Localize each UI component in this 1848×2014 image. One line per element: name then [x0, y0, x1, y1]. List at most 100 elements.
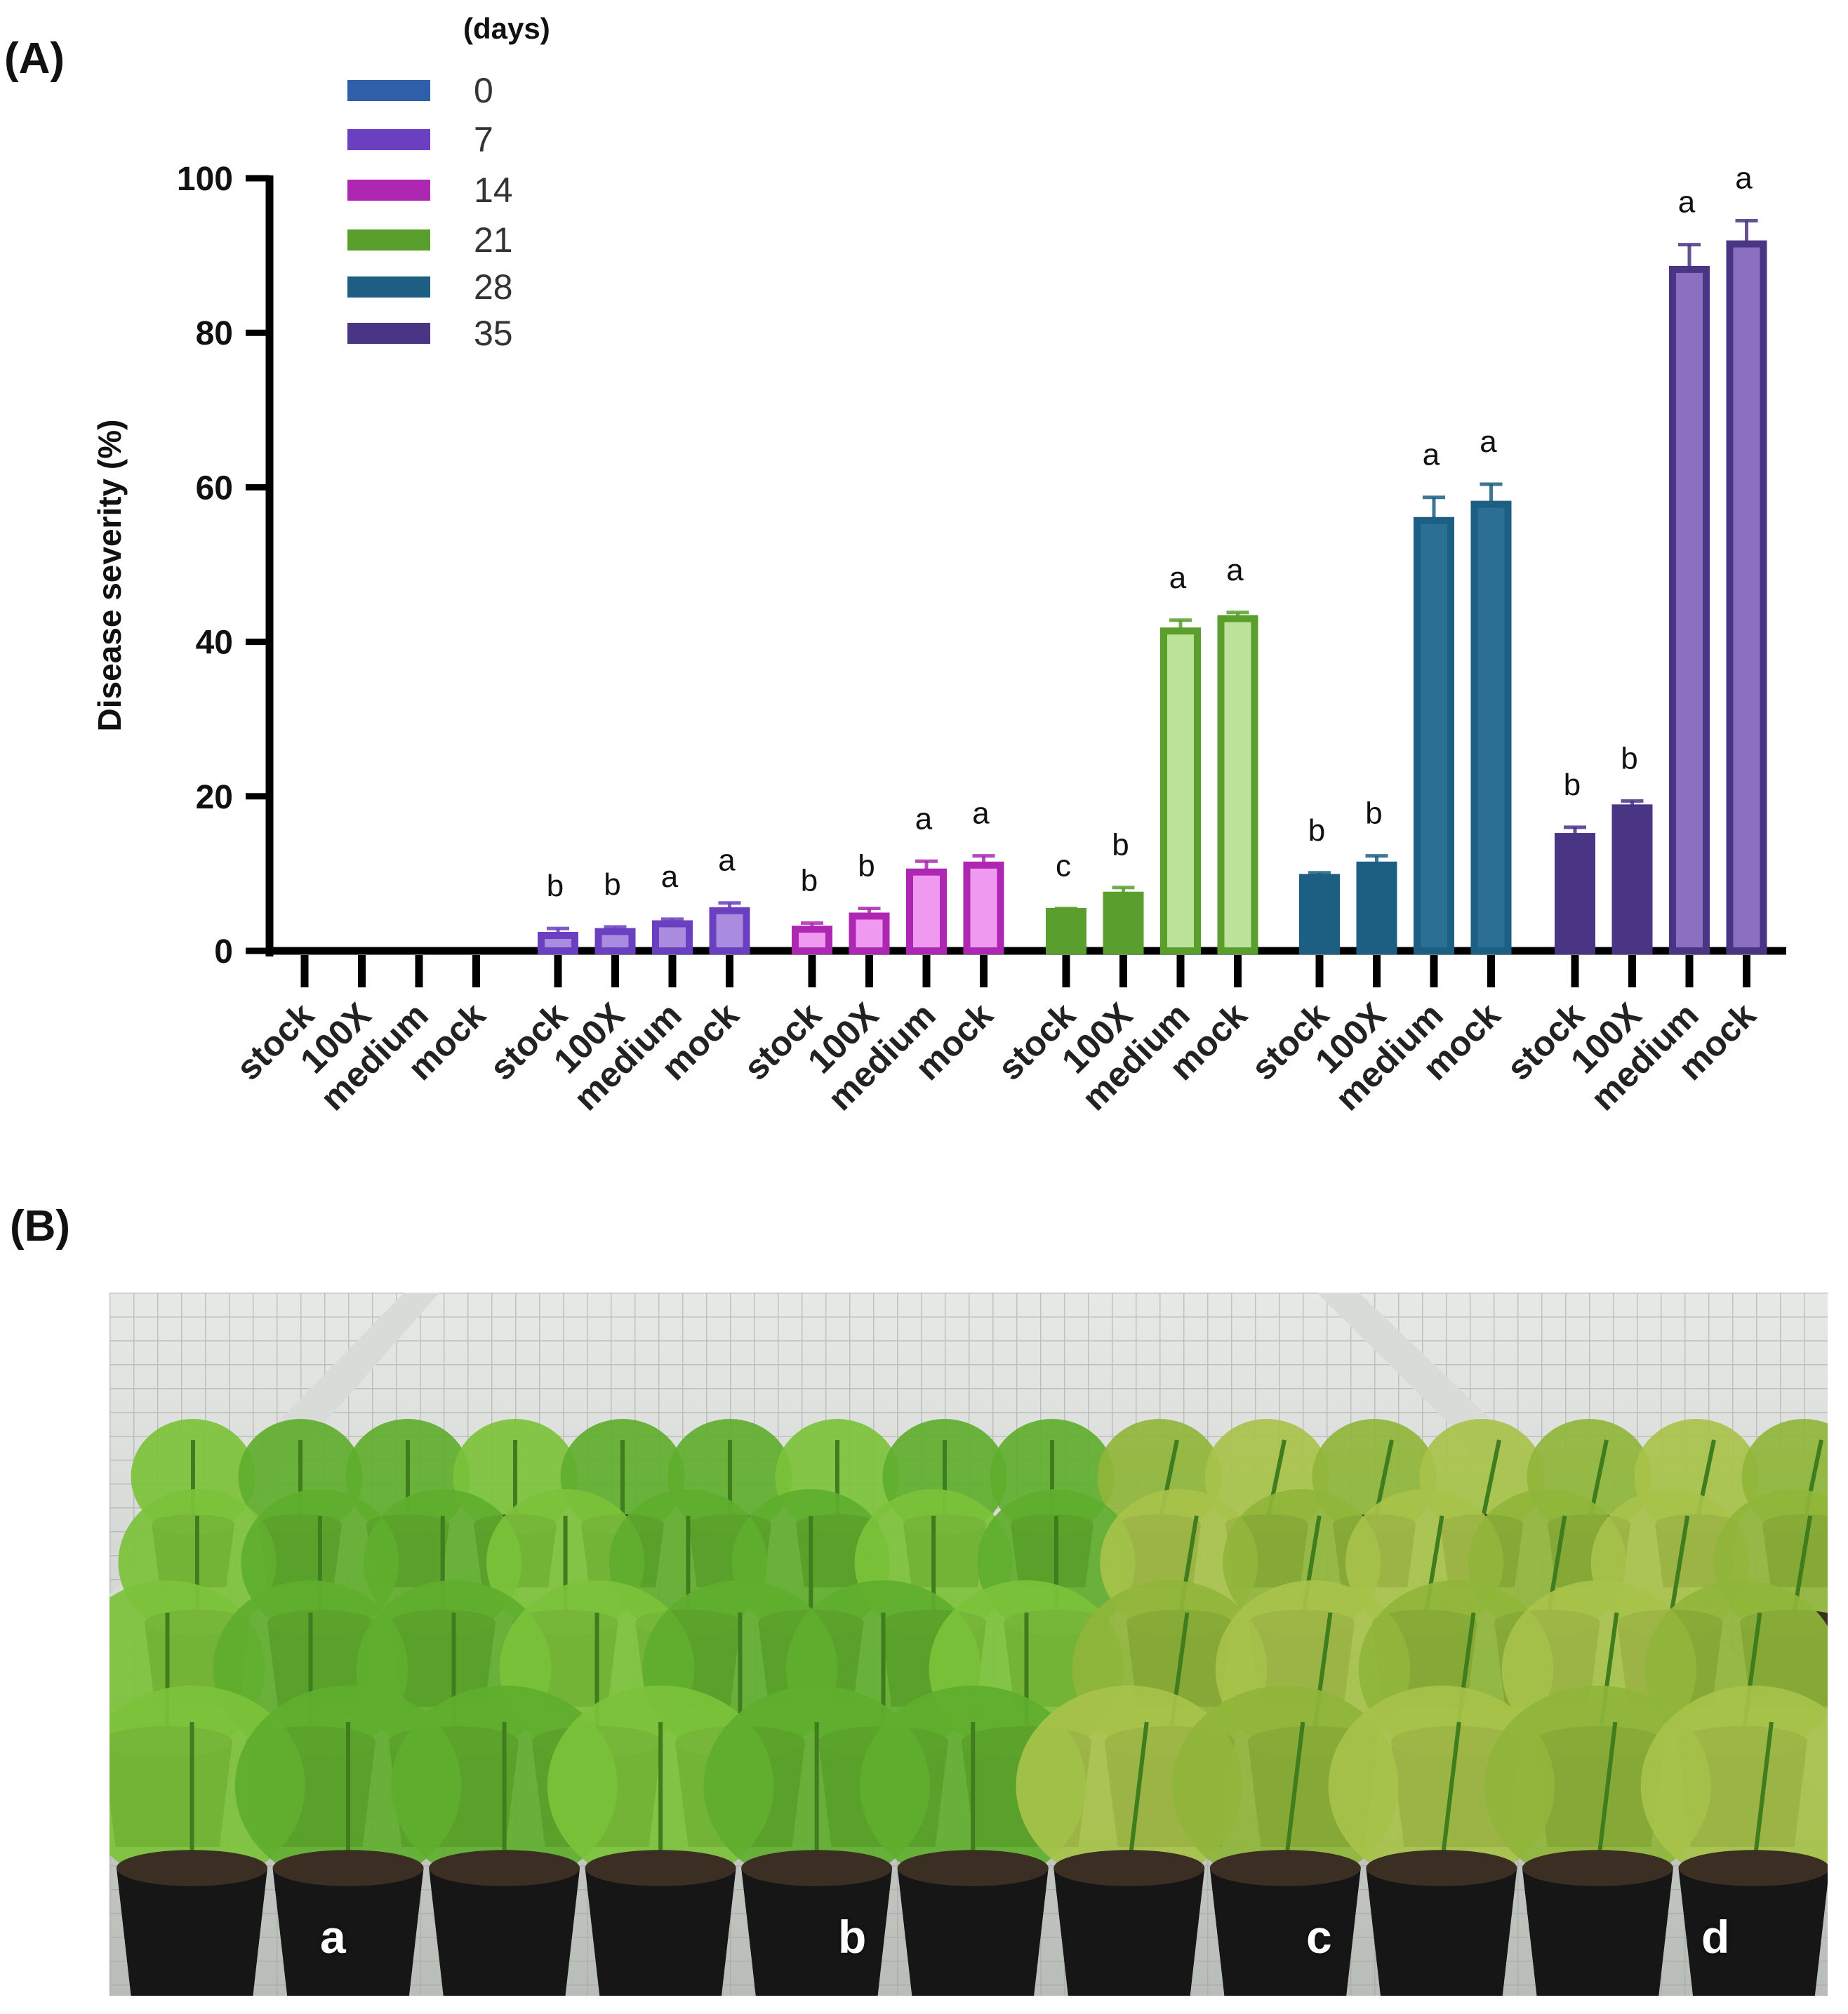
significance-letter-14-medium: a — [915, 801, 933, 836]
bar-28-mock — [1470, 500, 1512, 954]
legend-label-28: 28 — [474, 267, 513, 307]
bar-21-100X — [1103, 891, 1144, 955]
bar-28-stock — [1299, 874, 1340, 955]
y-tick-label-20: 20 — [196, 779, 233, 816]
y-tick-label-80: 80 — [196, 315, 233, 352]
pot-soil-49 — [1209, 1850, 1361, 1886]
significance-letter-28-medium: a — [1423, 438, 1440, 472]
legend-swatch-21 — [347, 229, 430, 251]
significance-letter-28-stock: b — [1308, 813, 1325, 848]
legend-label-21: 21 — [474, 220, 513, 260]
significance-letter-35-100X: b — [1621, 741, 1637, 775]
bar-14-100X — [849, 912, 890, 954]
chart-labels: b b a a b b a a c b a a b b a a b b a a — [547, 161, 1753, 904]
pot-soil-48 — [1053, 1850, 1205, 1886]
plant-foliage-50 — [1328, 1686, 1555, 1886]
bar-21-stock — [1046, 907, 1086, 954]
photo-label-d: d — [1701, 1911, 1730, 1963]
tomato-plants — [109, 1419, 1828, 1996]
pot-soil-47 — [897, 1850, 1049, 1886]
plant-stem-50 — [1439, 1721, 1461, 1869]
pot-42 — [117, 1868, 267, 1996]
plant-stem-49 — [1283, 1721, 1305, 1869]
legend-label-0: 0 — [474, 71, 493, 110]
bar-35-100X — [1611, 804, 1653, 954]
significance-letter-14-mock: a — [972, 796, 990, 831]
pot-48 — [1053, 1868, 1205, 1996]
significance-letter-21-100X: b — [1112, 828, 1129, 862]
panel-a-label: (A) — [4, 34, 65, 83]
significance-letter-35-stock: b — [1564, 768, 1581, 802]
legend-swatch-7 — [347, 129, 430, 150]
pot-47 — [897, 1868, 1049, 1996]
pot-45 — [585, 1868, 736, 1996]
plant-foliage-51 — [1484, 1686, 1711, 1886]
legend-label-35: 35 — [474, 314, 513, 353]
plant-stem-51 — [1595, 1721, 1618, 1869]
pot-52 — [1678, 1868, 1828, 1996]
legend: (days) 0 7 14 21 28 35 — [347, 12, 550, 353]
pot-51 — [1522, 1868, 1673, 1996]
y-axis-label: Disease severity (%) — [91, 420, 128, 732]
legend-swatch-35 — [347, 323, 430, 344]
bar-21-mock — [1217, 615, 1258, 954]
plant-stem-48 — [1126, 1721, 1149, 1869]
legend-swatch-14 — [347, 180, 430, 201]
panel-b-label: (B) — [10, 1202, 71, 1251]
significance-letter-35-medium: a — [1678, 185, 1696, 220]
bar-35-mock — [1726, 240, 1767, 954]
bar-14-stock — [792, 926, 832, 954]
plant-foliage-49 — [1172, 1686, 1399, 1886]
pot-44 — [429, 1868, 580, 1996]
significance-letter-14-100X: b — [858, 848, 875, 883]
bar-28-100X — [1356, 861, 1397, 954]
bar-7-medium — [652, 920, 693, 954]
significance-letter-7-stock: b — [547, 869, 564, 903]
pot-soil-51 — [1522, 1850, 1673, 1886]
pot-soil-43 — [272, 1850, 424, 1886]
significance-letter-21-medium: a — [1169, 561, 1187, 595]
pot-43 — [272, 1868, 424, 1996]
significance-letter-35-mock: a — [1735, 161, 1753, 196]
significance-letter-21-stock: c — [1056, 848, 1071, 883]
legend-swatch-28 — [347, 276, 430, 298]
bar-7-mock — [709, 907, 750, 955]
bar-35-medium — [1669, 265, 1710, 954]
photo-label-a: a — [320, 1911, 346, 1963]
bar-14-mock — [963, 861, 1004, 954]
significance-letter-7-100X: b — [604, 867, 620, 902]
legend-label-7: 7 — [474, 120, 493, 159]
plant-foliage-48 — [1016, 1686, 1243, 1886]
plant-stem-28 — [1668, 1515, 1690, 1623]
bar-7-stock — [538, 931, 578, 954]
y-tick-label-100: 100 — [177, 161, 233, 198]
pot-soil-52 — [1678, 1850, 1828, 1886]
pot-soil-42 — [117, 1850, 267, 1886]
significance-letter-7-mock: a — [718, 843, 736, 878]
photo-label-b: b — [838, 1911, 867, 1963]
greenhouse-photo: a b c d — [109, 1293, 1828, 1996]
pot-soil-44 — [429, 1850, 580, 1886]
bar-14-medium — [906, 868, 947, 954]
plant-stem-52 — [1751, 1721, 1774, 1869]
greenhouse-photo-drawing — [109, 1293, 1828, 1996]
bar-28-medium — [1414, 516, 1454, 954]
significance-letter-28-mock: a — [1480, 425, 1497, 459]
disease-severity-chart: (days) 0 7 14 21 28 35 0 20 40 60 80 100 Disease sev… — [91, 12, 1786, 1118]
pot-50 — [1366, 1868, 1517, 1996]
legend-swatch-0 — [347, 80, 430, 101]
chart-bars — [538, 219, 1767, 955]
bar-7-100X — [594, 928, 636, 954]
pot-soil-46 — [741, 1850, 893, 1886]
legend-title: (days) — [463, 12, 550, 45]
significance-letter-28-100X: b — [1365, 796, 1382, 831]
photo-label-c: c — [1306, 1911, 1332, 1963]
y-tick-label-0: 0 — [214, 933, 233, 971]
legend-label-14: 14 — [474, 171, 513, 210]
plant-stem-12 — [1480, 1439, 1501, 1525]
pot-soil-50 — [1366, 1850, 1517, 1886]
plant-foliage-52 — [1640, 1686, 1828, 1886]
pot-49 — [1209, 1868, 1361, 1996]
bar-35-stock — [1555, 833, 1595, 954]
